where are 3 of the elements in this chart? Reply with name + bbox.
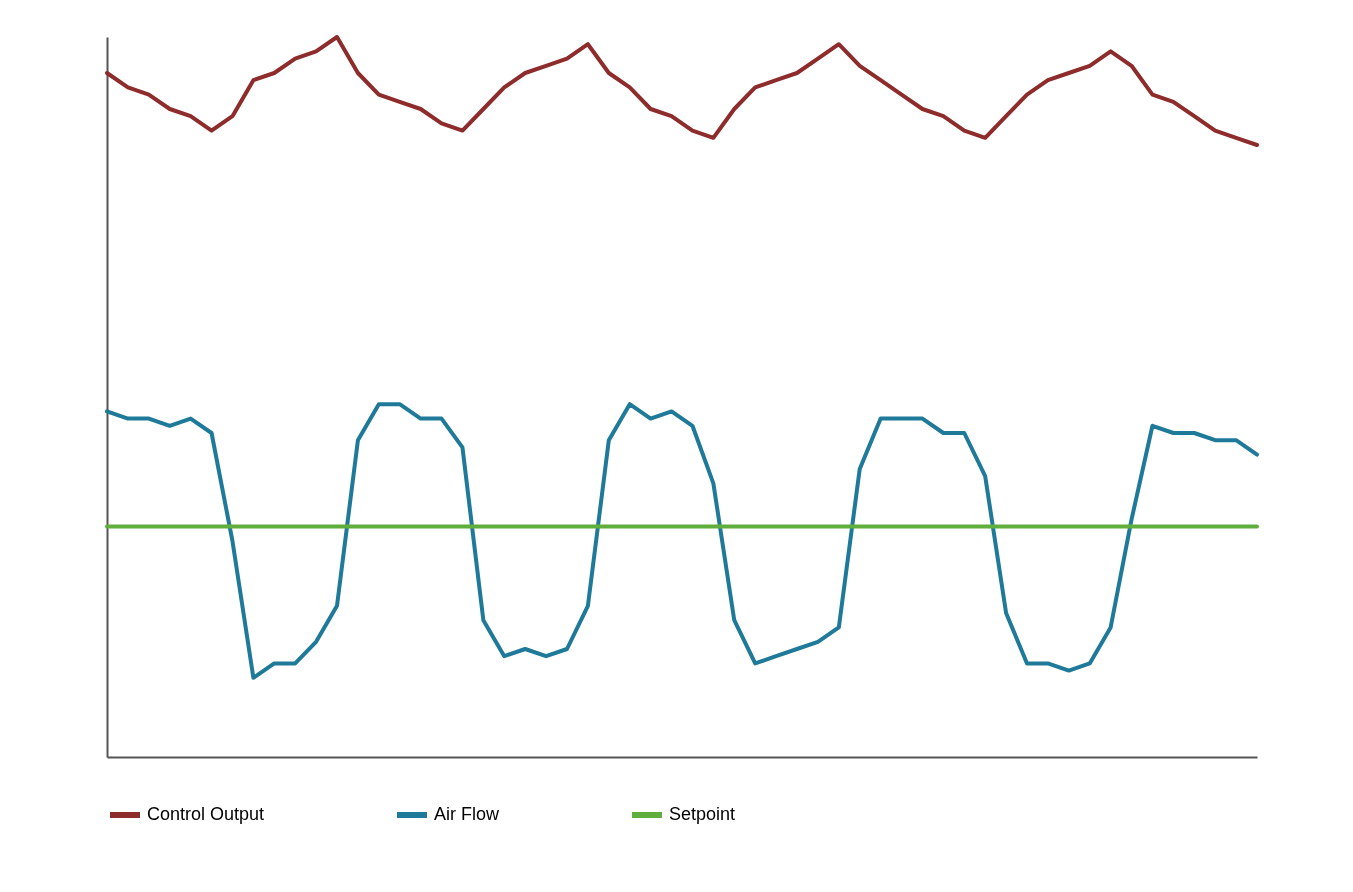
legend-label: Air Flow bbox=[434, 804, 500, 824]
legend-label: Control Output bbox=[147, 804, 265, 824]
legend-label: Setpoint bbox=[669, 804, 736, 824]
